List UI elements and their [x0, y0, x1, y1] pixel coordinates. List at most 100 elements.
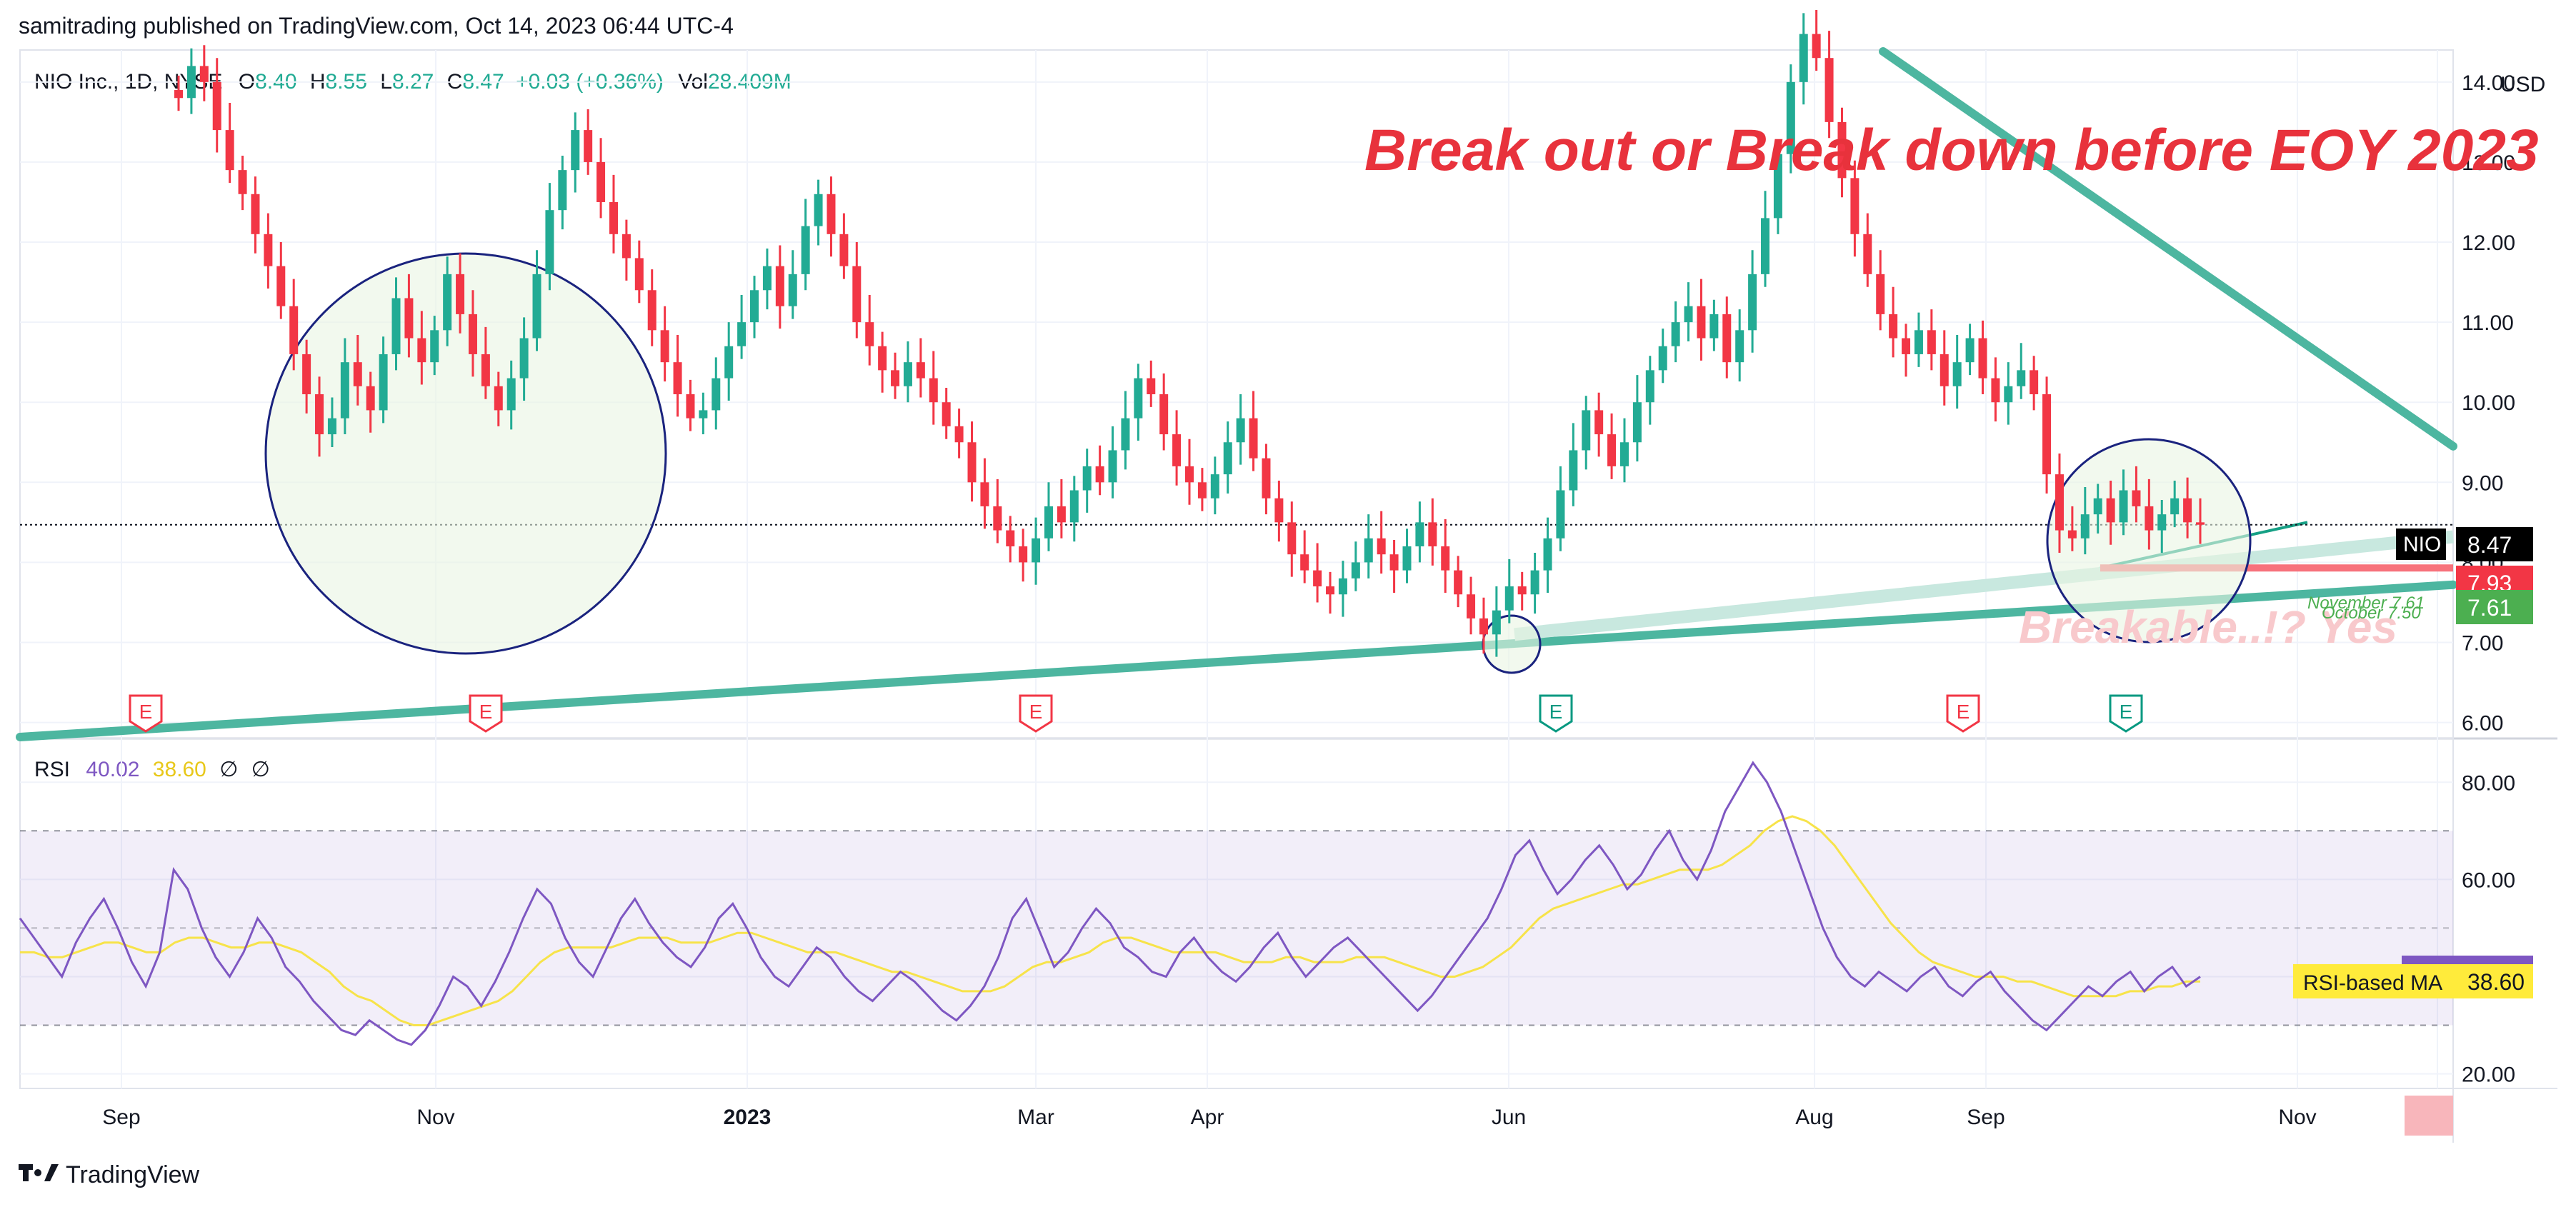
price-tick-label: 14.00 — [2462, 71, 2515, 95]
candle-body — [916, 362, 925, 379]
candle-body — [379, 354, 388, 411]
candle-body — [1837, 121, 1847, 179]
rsi-band — [20, 830, 2453, 1026]
candle-body — [954, 426, 964, 443]
rsi-label[interactable]: RSI — [34, 758, 71, 781]
earnings-marker-shape — [1019, 694, 1053, 733]
candle-body — [1799, 34, 1808, 82]
time-tick-label: Sep — [1967, 1106, 2005, 1129]
candle-body — [1389, 554, 1399, 571]
price-tag-green: 7.61 — [2456, 590, 2533, 624]
candle-body — [1607, 434, 1617, 466]
candle-body — [2183, 498, 2192, 523]
time-cursor-box — [2405, 1096, 2453, 1136]
candle-body — [1940, 354, 1949, 386]
candle-body — [1249, 418, 1258, 459]
candle-body — [1134, 378, 1143, 419]
candle-body — [481, 354, 490, 386]
candle-body — [1876, 274, 1885, 314]
circle-small — [1482, 614, 1542, 674]
candle-body — [2042, 394, 2052, 475]
price-tick-label: 10.00 — [2462, 391, 2515, 415]
rsi-tick-label: 80.00 — [2462, 771, 2515, 795]
candle-body — [1645, 370, 1654, 403]
candle-body — [2004, 386, 2013, 403]
annotation-title[interactable]: Break out or Break down before EOY 2023 — [1364, 118, 2539, 183]
currency-label[interactable]: USD — [2500, 73, 2545, 96]
candle-body — [264, 234, 273, 266]
tradingview-logo[interactable]: TradingView — [19, 1161, 199, 1189]
candle-body — [1684, 306, 1693, 323]
candle-body — [1185, 466, 1194, 483]
earnings-marker: E — [469, 694, 503, 733]
earnings-marker-shape — [469, 694, 503, 733]
candle-body — [1722, 314, 1732, 363]
time-tick-label: Aug — [1795, 1106, 1833, 1129]
candle-body — [1492, 610, 1501, 635]
earnings-marker-label: E — [479, 701, 493, 723]
candle-body — [276, 266, 286, 306]
candle-body — [1902, 338, 1911, 354]
candle-body — [1415, 522, 1424, 546]
candle-body — [865, 322, 874, 346]
time-tick-label: Jun — [1492, 1106, 1526, 1129]
candle-body — [1479, 618, 1488, 635]
candle-body — [2030, 370, 2039, 394]
candle-body — [827, 194, 836, 234]
rsi-ma-value: 38.60 — [152, 758, 206, 781]
price-tag-nio: NIO 8.47 — [2396, 527, 2533, 561]
candle-body — [456, 274, 465, 314]
candle-body — [1927, 330, 1936, 354]
candle-body — [2132, 490, 2141, 506]
candle-body — [814, 194, 823, 226]
time-tick-label: Nov — [2278, 1106, 2316, 1129]
candle-body — [1159, 394, 1169, 435]
candle-body — [1582, 410, 1591, 451]
candle-body — [1428, 522, 1437, 546]
rsi-lines — [19, 761, 2201, 1046]
candle-body — [839, 234, 849, 266]
candle-body — [852, 266, 862, 323]
earnings-marker: E — [2109, 694, 2143, 733]
annotation-breakable[interactable]: Breakable..!? Yes — [2019, 601, 2397, 653]
candle-body — [1991, 378, 2000, 403]
candle-body — [1364, 538, 1373, 563]
candle-body — [1619, 442, 1629, 466]
candle-body — [647, 290, 657, 331]
candle-body — [468, 314, 477, 354]
candle-body — [1773, 154, 1782, 219]
candle-body — [1556, 490, 1565, 539]
annotation-nov[interactable]: November 7.61 — [2307, 594, 2425, 613]
candle-body — [1044, 506, 1053, 539]
earnings-marker-shape — [1946, 694, 1980, 733]
candle-body — [634, 258, 644, 291]
candle-body — [2067, 530, 2077, 539]
candle-body — [353, 362, 362, 386]
candle-body — [1313, 570, 1322, 587]
candle-body — [1454, 570, 1463, 595]
candle-body — [1197, 482, 1207, 499]
annotation-oct[interactable]: October 7.50 — [2322, 604, 2421, 623]
rsi-empty-2: ∅ — [251, 758, 270, 781]
annotation-circles[interactable] — [264, 252, 2252, 674]
candle-body — [699, 410, 708, 419]
time-tick-label: Sep — [102, 1106, 140, 1129]
rsi-line — [19, 761, 2201, 1046]
circle-left — [264, 252, 667, 655]
candle-body — [903, 362, 912, 386]
candle-body — [506, 378, 516, 411]
earnings-marker: E — [1539, 694, 1573, 733]
candle-body — [2106, 498, 2115, 523]
price-tick-label: 9.00 — [2462, 471, 2503, 495]
candle-body — [750, 290, 759, 323]
price-tick-label: 12.00 — [2462, 231, 2515, 255]
candle-body — [621, 234, 631, 259]
candle-body — [660, 330, 669, 363]
candle-body — [1338, 578, 1347, 595]
candle-body — [942, 402, 951, 426]
tradingview-logo-text: TradingView — [66, 1161, 200, 1188]
earnings-marker-label: E — [139, 701, 153, 723]
candle-body — [1709, 314, 1719, 339]
candle-body — [315, 394, 324, 435]
